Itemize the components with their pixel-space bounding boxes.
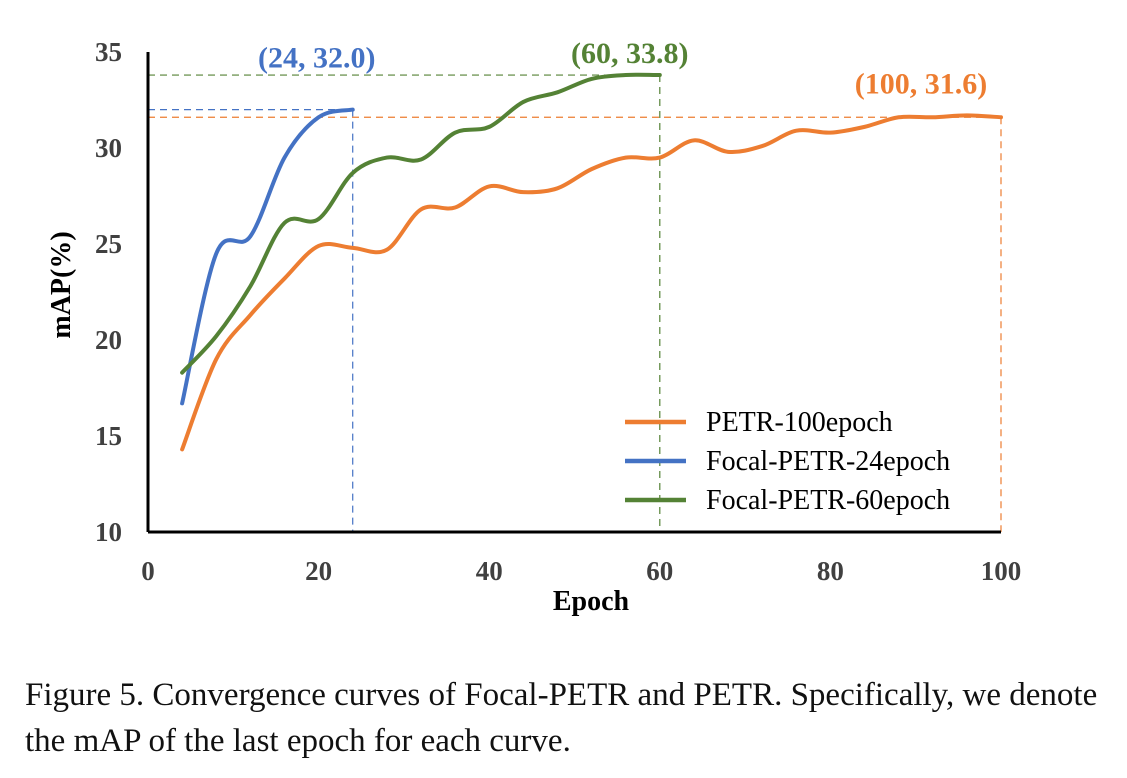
legend-label: Focal-PETR-60epoch xyxy=(706,485,950,516)
y-tick-labels: 10 15 20 25 30 35 xyxy=(95,37,122,547)
y-tick-label: 15 xyxy=(95,421,122,451)
point-annotation-label: (24, 32.0) xyxy=(258,42,375,75)
y-tick-label: 35 xyxy=(95,37,122,67)
x-axis-title: Epoch xyxy=(553,586,630,617)
y-tick-label: 25 xyxy=(95,229,122,259)
y-axis-title: mAP(%) xyxy=(46,231,77,338)
x-tick-label: 20 xyxy=(305,556,332,586)
convergence-chart: 0 20 40 60 80 100 10 15 20 25 30 35 Epoch mAP(%) (… xyxy=(46,37,1021,617)
legend-label: PETR-100epoch xyxy=(706,407,893,438)
x-tick-label: 80 xyxy=(817,556,844,586)
series-line xyxy=(180,113,1003,452)
x-tick-labels: 0 20 40 60 80 100 xyxy=(141,556,1021,586)
x-tick-label: 40 xyxy=(476,556,503,586)
series-line xyxy=(180,72,662,375)
legend-label: Focal-PETR-24epoch xyxy=(706,446,950,477)
x-tick-label: 60 xyxy=(646,556,673,586)
point-annotation-label: (100, 31.6) xyxy=(855,67,987,100)
y-tick-label: 30 xyxy=(95,133,122,163)
x-tick-label: 0 xyxy=(141,556,155,586)
x-tick-label: 100 xyxy=(981,556,1022,586)
series-line xyxy=(180,107,355,406)
point-annotation-label: (60, 33.8) xyxy=(571,37,688,70)
guide-lines xyxy=(148,74,1002,532)
legend: PETR-100epoch Focal-PETR-24epoch Focal-PET… xyxy=(625,407,950,516)
point-annotations: (24, 32.0) (60, 33.8) (100, 31.6) xyxy=(258,37,987,100)
y-tick-label: 10 xyxy=(95,517,122,547)
y-tick-label: 20 xyxy=(95,325,122,355)
axes xyxy=(146,52,1001,534)
series-lines xyxy=(180,72,1003,452)
figure-caption: Figure 5. Convergence curves of Focal-PE… xyxy=(25,677,1098,759)
